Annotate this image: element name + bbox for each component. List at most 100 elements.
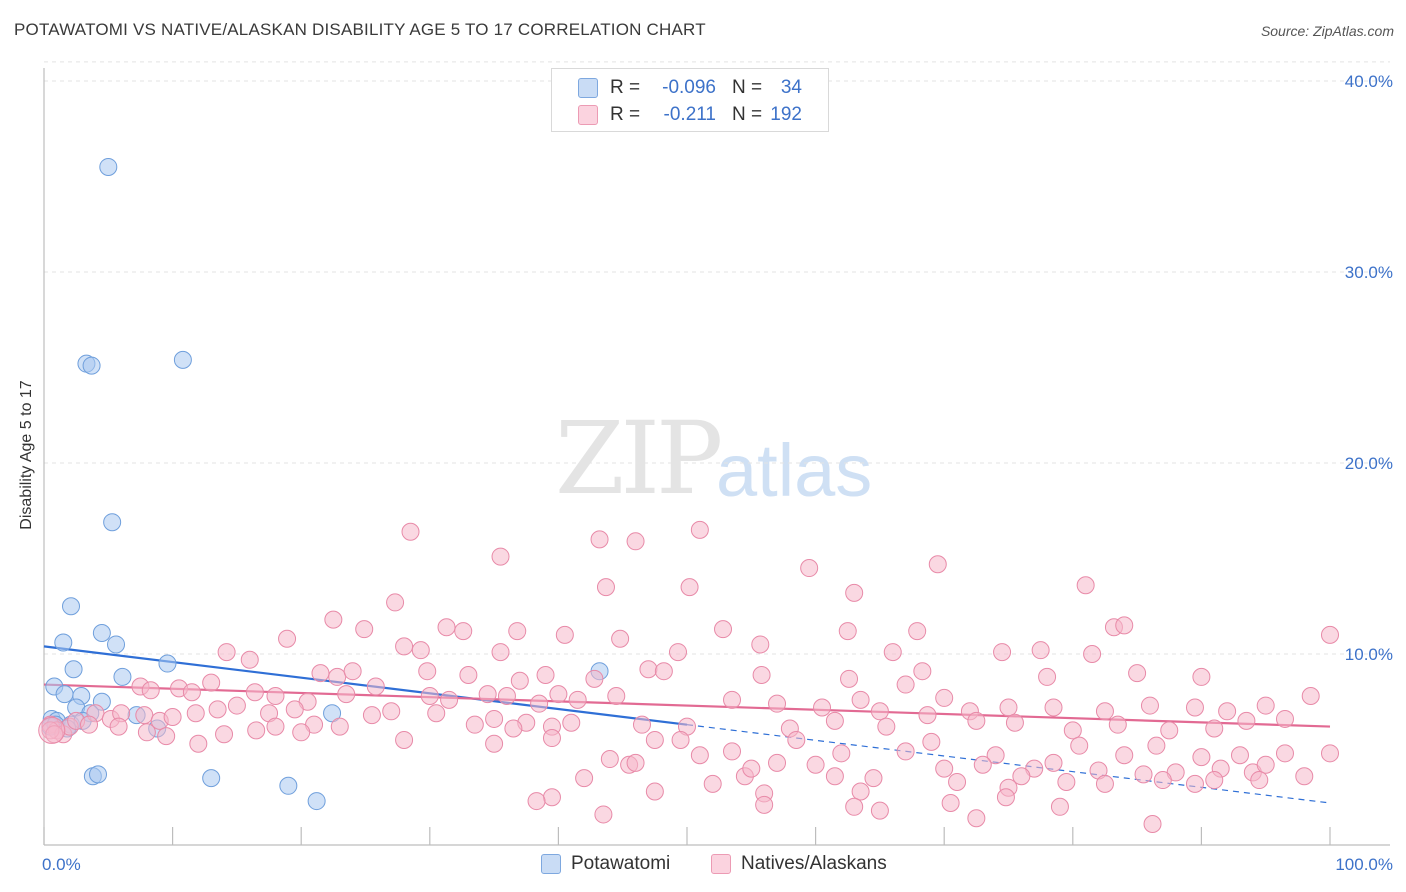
r-value: -0.211: [663, 104, 716, 125]
n-label: N =: [732, 104, 763, 125]
data-point: [922, 732, 941, 751]
watermark-zip: ZIP: [555, 400, 723, 517]
data-point: [1301, 687, 1320, 706]
data-point: [948, 772, 967, 791]
legend-label: Potawatomi: [571, 853, 671, 874]
data-point: [840, 669, 859, 688]
series-legend: Potawatomi Natives/Alaskans: [0, 852, 1406, 878]
data-point: [1115, 616, 1134, 635]
data-point: [845, 797, 864, 816]
data-point: [173, 350, 192, 369]
data-point: [986, 746, 1005, 765]
data-point: [1070, 736, 1089, 755]
data-point: [607, 687, 626, 706]
data-point: [330, 717, 349, 736]
series-natives: [41, 520, 1339, 833]
natives-swatch: [711, 854, 731, 874]
data-point: [485, 734, 504, 753]
data-point: [611, 629, 630, 648]
data-point: [908, 622, 927, 641]
data-point: [752, 666, 771, 685]
data-point: [215, 725, 234, 744]
data-point: [279, 776, 298, 795]
data-point: [437, 618, 456, 637]
data-point: [1038, 667, 1057, 686]
data-point: [1044, 698, 1063, 717]
data-point: [1295, 767, 1314, 786]
chart-title: POTAWATOMI VS NATIVE/ALASKAN DISABILITY …: [14, 20, 706, 39]
data-point: [418, 662, 437, 681]
axes: [43, 68, 1390, 846]
data-point: [1230, 746, 1249, 765]
data-point: [343, 662, 362, 681]
data-point: [266, 687, 285, 706]
data-point: [1143, 814, 1162, 833]
data-point: [311, 664, 330, 683]
data-point: [307, 792, 326, 811]
data-point: [870, 801, 889, 820]
gridlines: [44, 61, 1390, 655]
x-tick-label: 100.0%: [1335, 855, 1393, 874]
data-point: [542, 729, 561, 748]
data-point: [411, 641, 430, 660]
data-point: [478, 685, 497, 704]
data-point: [1153, 771, 1172, 790]
data-point: [1005, 713, 1024, 732]
data-point: [1321, 744, 1339, 763]
data-point: [568, 690, 587, 709]
data-point: [497, 687, 516, 706]
data-point: [202, 673, 221, 692]
data-point: [1134, 765, 1153, 784]
data-point: [386, 593, 405, 612]
data-point: [877, 717, 896, 736]
data-point: [202, 769, 221, 788]
data-point: [935, 759, 954, 778]
data-point: [485, 709, 504, 728]
y-tick-label: 20.0%: [1345, 454, 1393, 473]
data-point: [800, 559, 819, 578]
data-point: [536, 666, 555, 685]
data-point: [103, 513, 122, 532]
data-point: [851, 782, 870, 801]
data-point: [186, 704, 205, 723]
data-point: [549, 685, 568, 704]
data-point: [714, 620, 733, 639]
x-tick-label: 0.0%: [42, 855, 81, 874]
data-point: [851, 690, 870, 709]
tick-labels: 10.0% 20.0% 30.0% 40.0% 0.0% 100.0%: [42, 72, 1393, 874]
data-point: [787, 730, 806, 749]
n-value: 192: [770, 104, 802, 125]
n-label: N =: [732, 77, 763, 98]
data-point: [1128, 664, 1147, 683]
watermark-atlas: atlas: [716, 429, 873, 512]
data-point: [555, 625, 574, 644]
data-point: [278, 629, 297, 648]
data-point: [323, 704, 342, 723]
data-point: [825, 711, 844, 730]
data-point: [55, 685, 74, 704]
data-point: [189, 734, 208, 753]
data-point: [440, 690, 459, 709]
data-point: [454, 622, 473, 641]
data-point: [92, 623, 111, 642]
data-point: [596, 578, 615, 597]
data-point: [896, 742, 915, 761]
data-point: [1044, 753, 1063, 772]
data-point: [768, 753, 787, 772]
n-value: 34: [780, 77, 802, 98]
data-point: [751, 635, 770, 654]
data-point: [668, 643, 687, 662]
data-point: [645, 782, 664, 801]
data-point: [82, 356, 101, 375]
data-point: [918, 706, 937, 725]
data-point: [1185, 774, 1204, 793]
data-point: [806, 755, 825, 774]
y-tick-label: 40.0%: [1345, 72, 1393, 91]
data-point: [626, 753, 645, 772]
data-point: [137, 723, 156, 742]
trend-line-potawatomi: [43, 645, 688, 726]
data-point: [813, 698, 832, 717]
r-label: R =: [610, 77, 641, 98]
y-tick-label: 30.0%: [1345, 263, 1393, 282]
data-point: [996, 788, 1015, 807]
